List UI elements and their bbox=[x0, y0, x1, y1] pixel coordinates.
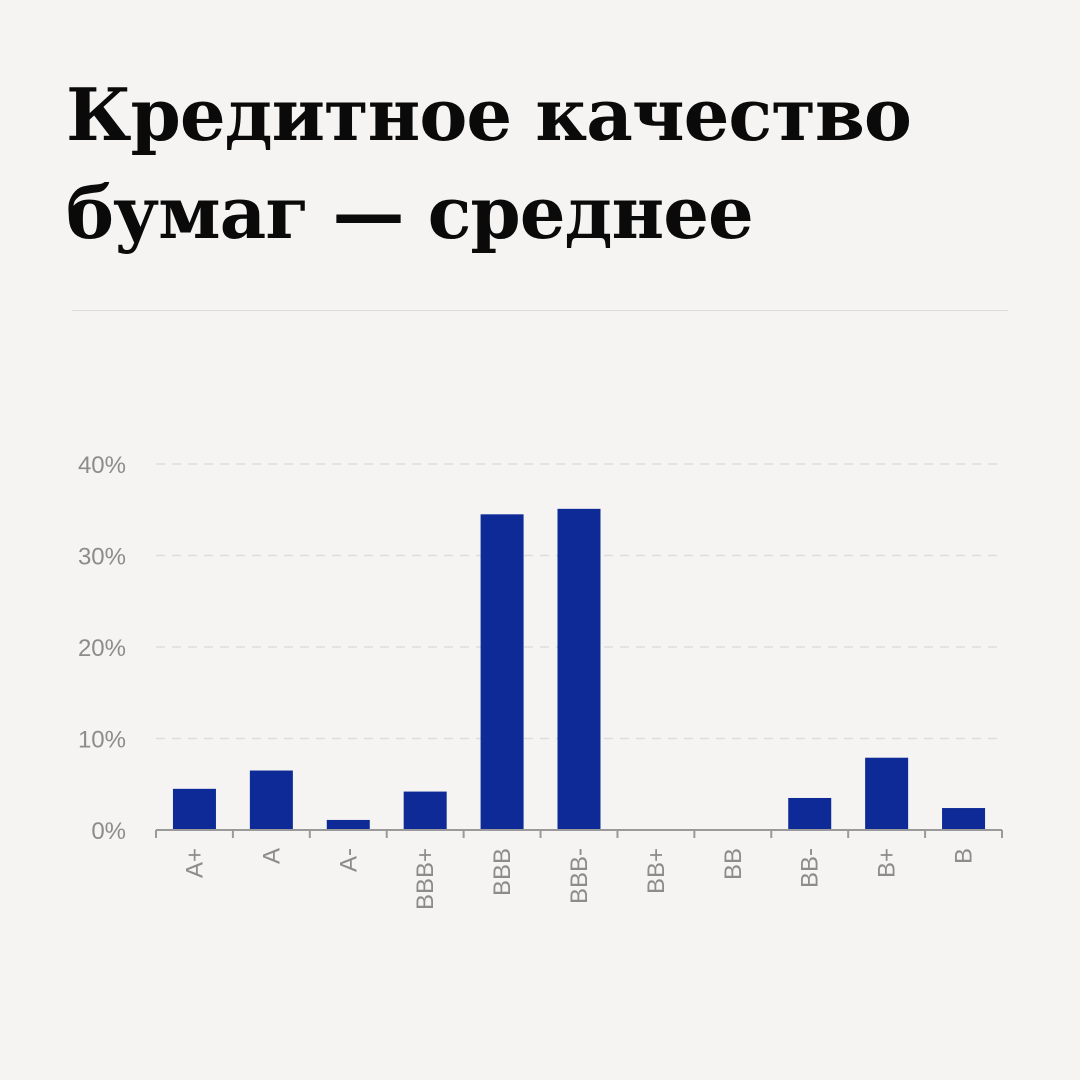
bar-b bbox=[942, 808, 986, 830]
y-axis-tick-labels: 0% 10% 20% 30% 40% bbox=[78, 452, 126, 845]
page-title-line-1: Кредитное качество bbox=[66, 72, 912, 157]
x-tick-label: A+ bbox=[181, 848, 208, 878]
bar-bbb-plus bbox=[403, 791, 447, 830]
x-tick-label: BB bbox=[720, 848, 747, 880]
bar-bbb-minus bbox=[557, 508, 601, 830]
x-tick-label: A- bbox=[335, 848, 362, 872]
bar-bb-minus bbox=[788, 797, 832, 830]
bars bbox=[172, 508, 986, 830]
x-tick-label: BB+ bbox=[643, 848, 670, 894]
x-tick-label: BB- bbox=[797, 848, 824, 888]
x-axis bbox=[155, 829, 1003, 838]
page-title-line-2: бумаг — среднее bbox=[66, 170, 754, 255]
page-title: Кредитное качество бумаг — среднее bbox=[66, 66, 1026, 262]
x-tick-label: BBB- bbox=[566, 848, 593, 904]
bar-a bbox=[249, 770, 293, 830]
bar-a-plus bbox=[172, 788, 216, 830]
title-divider bbox=[72, 310, 1008, 311]
y-tick-label: 40% bbox=[78, 452, 126, 479]
y-tick-label: 0% bbox=[91, 818, 126, 845]
x-tick-label: A bbox=[258, 848, 285, 864]
x-axis-tick-labels: A+ A A- BBB+ BBB BBB- BB+ BB BB- B+ B bbox=[181, 848, 977, 910]
y-tick-label: 20% bbox=[78, 635, 126, 662]
bar-b-plus bbox=[865, 757, 909, 830]
bar-bbb bbox=[480, 514, 524, 830]
x-tick-label: BBB+ bbox=[412, 848, 439, 910]
x-tick-label: BBB bbox=[489, 848, 516, 896]
bar-a-minus bbox=[326, 819, 370, 830]
x-tick-label: B bbox=[951, 848, 978, 864]
x-tick-label: B+ bbox=[874, 848, 901, 878]
y-tick-label: 30% bbox=[78, 544, 126, 571]
y-tick-label: 10% bbox=[78, 727, 126, 754]
